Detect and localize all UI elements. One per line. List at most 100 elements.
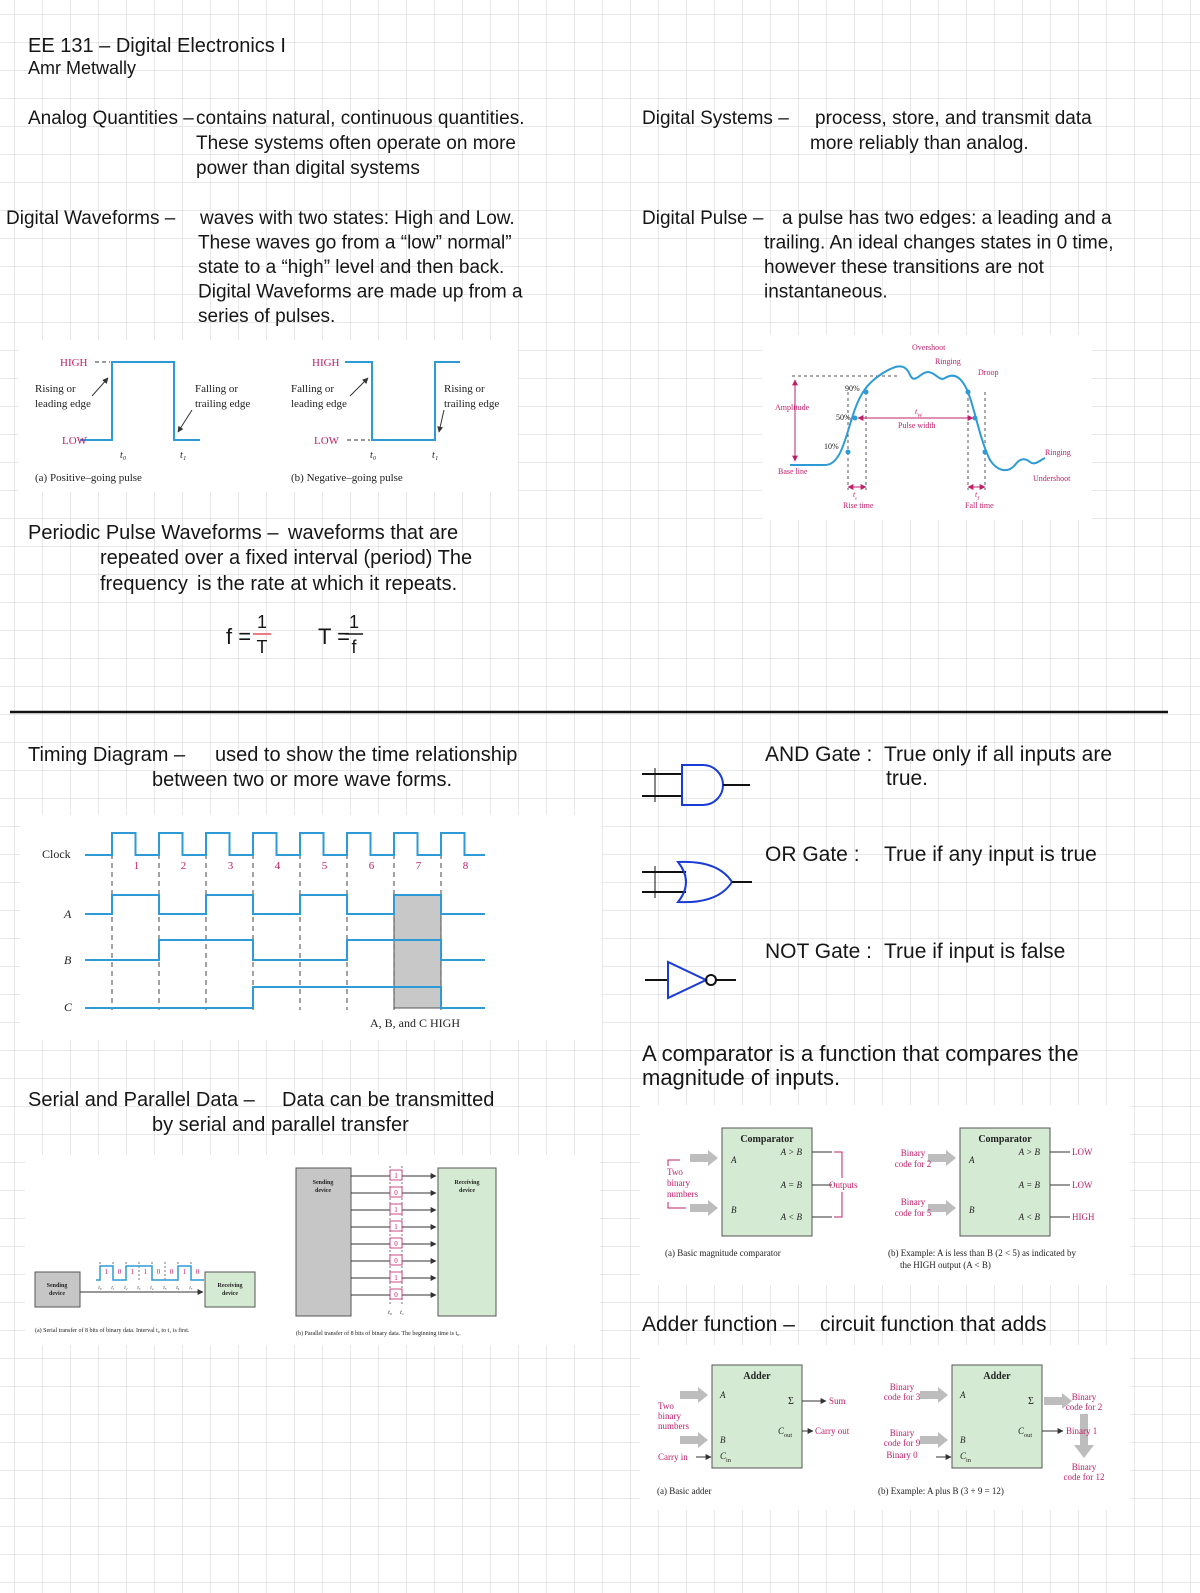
result-label: HIGH	[1072, 1212, 1095, 1222]
input-arrow	[920, 1432, 948, 1448]
port-symbol: Cin	[960, 1451, 972, 1464]
gate-term: OR Gate :	[765, 843, 860, 866]
author: Amr Metwally	[28, 58, 136, 78]
block-title: Adder	[983, 1371, 1011, 1382]
symbol-sub: r	[855, 496, 857, 502]
signal-label: B	[64, 953, 72, 967]
block-title: Comparator	[740, 1134, 794, 1145]
note-line: between two or more wave forms.	[152, 769, 452, 791]
edge-arrow	[177, 409, 193, 433]
bit-cell	[389, 1271, 403, 1283]
symbol-sub: in	[966, 1457, 972, 1464]
code-label: code for 3	[884, 1392, 921, 1402]
level-label: LOW	[62, 435, 88, 447]
input-arrow	[680, 1432, 708, 1448]
bit-label: 0	[170, 1268, 174, 1276]
bit-label: 1	[144, 1268, 148, 1276]
gate-term: NOT Gate :	[765, 940, 872, 963]
note-term: Periodic Pulse Waveforms –	[28, 522, 279, 544]
signal-label: A	[63, 907, 72, 921]
bit-label: 1	[394, 1223, 398, 1231]
time-label: t₁	[400, 1310, 404, 1316]
device-label: device	[315, 1188, 331, 1194]
note-line: state to a “high” level and then back.	[198, 257, 504, 278]
bit-cell	[389, 1220, 403, 1232]
symbol-base: t	[853, 490, 856, 499]
pulse-label: Rise time	[843, 501, 874, 510]
level-point	[965, 389, 971, 395]
time-label: t₀	[388, 1310, 392, 1316]
not-gate	[645, 960, 736, 1000]
result-label: LOW	[1072, 1147, 1093, 1157]
bit-label: 0	[118, 1268, 122, 1276]
note-line: Digital Waveforms are made up from a	[198, 282, 523, 303]
note-line: is the rate at which it repeats.	[197, 573, 457, 595]
note-line: Data can be transmitted	[282, 1089, 494, 1111]
port-label: A > B	[780, 1147, 803, 1157]
input-arrow	[680, 1387, 708, 1403]
note-term: Adder function –	[642, 1313, 795, 1336]
bit-label: 1	[105, 1268, 109, 1276]
note-line: by serial and parallel transfer	[152, 1114, 409, 1136]
note-line: magnitude of inputs.	[642, 1065, 840, 1090]
input-arrow	[690, 1150, 718, 1166]
result-label: LOW	[1072, 1180, 1093, 1190]
level-point	[852, 415, 858, 421]
time-label: t₁	[432, 450, 438, 461]
level-point	[863, 389, 869, 395]
percent-label: 10%	[824, 442, 839, 451]
device-label: Receiving	[455, 1180, 480, 1186]
formula-lhs: T =	[318, 624, 350, 649]
symbol-sub: W	[917, 413, 923, 419]
port-label: A	[719, 1390, 726, 1400]
note-term: Timing Diagram –	[28, 744, 186, 766]
pulse-number: 6	[369, 860, 375, 872]
figure-caption: (a) Positive–going pulse	[35, 472, 142, 484]
port-label: A	[730, 1155, 737, 1165]
symbol-base: C	[778, 1426, 785, 1436]
bit-label: 0	[157, 1268, 161, 1276]
figure-caption: the HIGH output (A < B)	[900, 1260, 991, 1270]
port-label: Σ	[788, 1396, 794, 1407]
code-label: code for 9	[884, 1438, 921, 1448]
symbol-base: C	[1018, 1426, 1025, 1436]
sending-device	[34, 1271, 81, 1308]
formula-denominator: T	[257, 637, 268, 657]
symbol-sub: out	[1024, 1432, 1032, 1439]
edge-arrow	[349, 377, 369, 397]
bit-label: 0	[394, 1189, 398, 1197]
code-label: Binary	[890, 1382, 915, 1392]
code-label: Binary 0	[886, 1450, 918, 1460]
symbol-sub: in	[726, 1457, 732, 1464]
code-label: code for 5	[895, 1208, 932, 1218]
time-label: t₀	[370, 450, 377, 461]
port-label: Σ	[1028, 1396, 1034, 1407]
input-arrow	[1044, 1393, 1072, 1409]
percent-label: 90%	[845, 384, 860, 393]
input-label: binary	[658, 1411, 681, 1421]
port-label: B	[969, 1205, 975, 1215]
note-line: a pulse has two edges: a leading and a	[782, 208, 1112, 229]
edge-label: leading edge	[291, 398, 347, 410]
bit-cell	[389, 1254, 403, 1266]
level-point	[982, 449, 988, 455]
pulse-number: 7	[416, 860, 422, 872]
symbol-sub: f	[977, 495, 979, 502]
input-arrow	[928, 1200, 956, 1216]
result-label: Binary 1	[1066, 1426, 1097, 1436]
time-label: t₁	[180, 450, 186, 461]
input-arrow	[920, 1387, 948, 1403]
note-line: contains natural, continuous quantities.	[196, 108, 525, 129]
formula-numerator: 1	[349, 612, 359, 632]
output-label: Carry out	[815, 1426, 850, 1436]
symbol-base: C	[960, 1451, 967, 1461]
figure-caption: (b) Example: A plus B (3 + 9 = 12)	[878, 1486, 1004, 1496]
figure-panel	[762, 335, 1092, 520]
input-label: numbers	[667, 1189, 698, 1199]
pulse-label: Fall time	[965, 501, 994, 510]
signal-label: C	[64, 1000, 73, 1014]
highlight-term: frequency	[100, 573, 188, 595]
signal-label: Clock	[42, 847, 71, 861]
result-arrow	[1074, 1414, 1094, 1458]
port-label: A = B	[780, 1180, 803, 1190]
